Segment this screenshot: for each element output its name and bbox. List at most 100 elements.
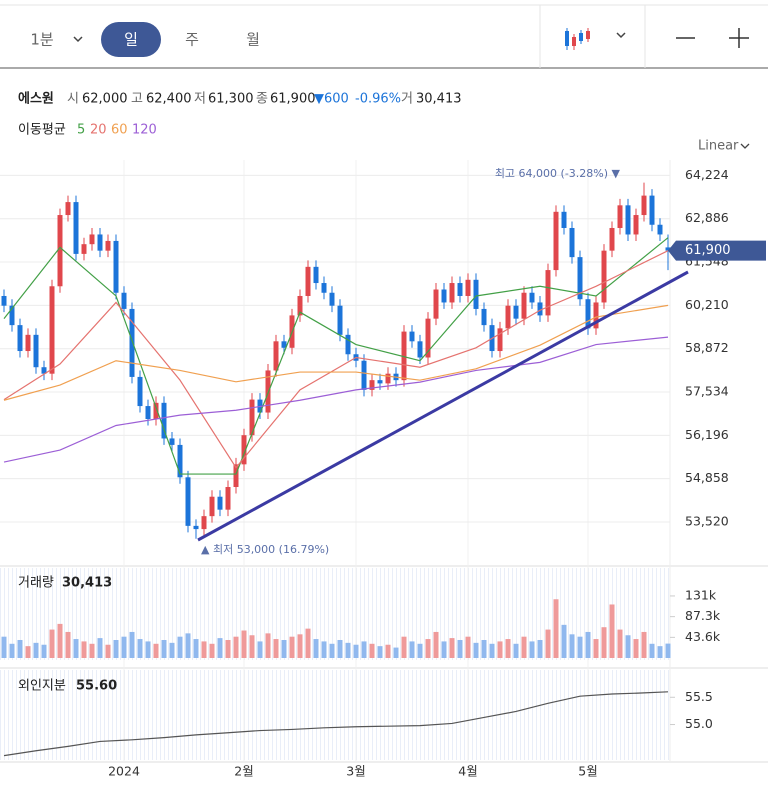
candle-body: [585, 299, 591, 329]
volume-bar: [609, 604, 615, 658]
candle-body: [97, 234, 103, 251]
volume-bar: [337, 640, 343, 658]
volume-bar: [665, 643, 671, 658]
volume-bar: [145, 641, 151, 658]
candle-body: [537, 302, 543, 316]
volume-bar: [193, 639, 199, 658]
candle-body: [569, 227, 575, 258]
candle-body: [529, 292, 535, 303]
volume-bar: [633, 639, 639, 658]
quote-value: 62,000: [82, 92, 128, 107]
legend-title: 이동평균: [18, 123, 66, 138]
quote-change: ▼600: [314, 92, 349, 107]
candle-body: [521, 292, 527, 319]
y-tick-label: 55.5: [685, 689, 713, 704]
volume-bar: [561, 624, 567, 658]
volume-bar: [217, 638, 223, 658]
volume-bar: [585, 631, 591, 658]
candle-body: [361, 360, 367, 390]
volume-bar: [153, 643, 159, 658]
candle-body: [201, 516, 207, 530]
candle-body: [137, 376, 143, 407]
volume-bar: [401, 636, 407, 658]
volume-bar: [105, 644, 111, 658]
y-tick-label: 54,858: [685, 470, 729, 485]
volume-bar: [241, 630, 247, 658]
volume-bar: [529, 641, 535, 658]
y-tick-label: 64,224: [685, 167, 729, 182]
panel-background: [0, 670, 670, 760]
volume-bar: [209, 643, 215, 658]
candle-body: [369, 380, 375, 390]
candle-body: [401, 331, 407, 381]
candle-type-icon[interactable]: [565, 28, 590, 50]
volume-bar: [201, 641, 207, 658]
candle-body: [49, 286, 55, 374]
tab[interactable]: 월: [246, 31, 260, 49]
scale-selector[interactable]: Linear: [698, 139, 739, 154]
candle-body: [609, 227, 615, 251]
panel-title: 거래량: [18, 576, 54, 591]
volume-bar: [441, 641, 447, 658]
volume-bar: [57, 623, 63, 658]
candle-body: [305, 266, 311, 296]
selected-tab-pill[interactable]: [101, 22, 161, 57]
volume-bar: [425, 639, 431, 658]
volume-bar: [17, 640, 23, 658]
quote-label: 거: [401, 92, 413, 107]
candle-body: [33, 334, 39, 368]
y-tick-label: 53,520: [685, 513, 729, 528]
tab[interactable]: 1분: [30, 31, 54, 49]
current-price-badge: [668, 240, 766, 261]
candle-body: [193, 525, 199, 530]
candle-body: [377, 380, 383, 384]
candle-body: [113, 240, 119, 293]
volume-bar: [657, 646, 663, 658]
dropdown-chevron[interactable]: [73, 36, 83, 43]
volume-bar: [457, 640, 463, 658]
quote-label: 고: [131, 92, 143, 107]
tab[interactable]: 주: [185, 31, 199, 49]
volume-bar: [361, 641, 367, 658]
quote-change-pct: -0.96%: [355, 92, 401, 107]
volume-bar: [185, 633, 191, 658]
volume-bar: [25, 646, 31, 658]
high-annotation: 최고 64,000 (-3.28%) ▼: [495, 167, 621, 180]
candle-body: [1, 295, 7, 306]
low-annotation: ▲ 최저 53,000 (16.79%): [201, 543, 329, 556]
x-tick-label: 4월: [458, 764, 477, 779]
candle-body: [25, 334, 31, 352]
candle-body: [633, 215, 639, 235]
volume-bar: [33, 642, 39, 658]
dropdown-chevron[interactable]: [740, 143, 750, 149]
volume-bar: [137, 639, 143, 658]
volume-bar: [297, 634, 303, 658]
moving-average-line: [3, 304, 669, 401]
quote-value: 61,900: [270, 92, 316, 107]
candle-body: [417, 341, 423, 358]
volume-bar: [465, 636, 471, 658]
candle-body: [601, 250, 607, 303]
volume-bar: [393, 647, 399, 658]
y-tick-label: 57,534: [685, 384, 729, 399]
x-tick-label: 2월: [234, 764, 253, 779]
x-tick-label: 2024: [108, 764, 140, 779]
volume-bar: [625, 635, 631, 658]
volume-bar: [593, 639, 599, 658]
volume-bar: [9, 643, 15, 658]
volume-bar: [273, 639, 279, 658]
candle-body: [41, 367, 47, 374]
y-tick-label: 62,886: [685, 210, 729, 225]
y-tick-label: 55.0: [685, 716, 713, 731]
candle-body: [617, 205, 623, 228]
volume-bar: [329, 643, 335, 658]
tab[interactable]: 일: [124, 31, 138, 49]
volume-bar: [641, 631, 647, 658]
dropdown-chevron[interactable]: [616, 32, 626, 39]
volume-bar: [505, 639, 511, 658]
candle-body: [665, 247, 671, 251]
zoom-in-button[interactable]: [729, 28, 749, 48]
quote-label: 시: [67, 92, 79, 107]
